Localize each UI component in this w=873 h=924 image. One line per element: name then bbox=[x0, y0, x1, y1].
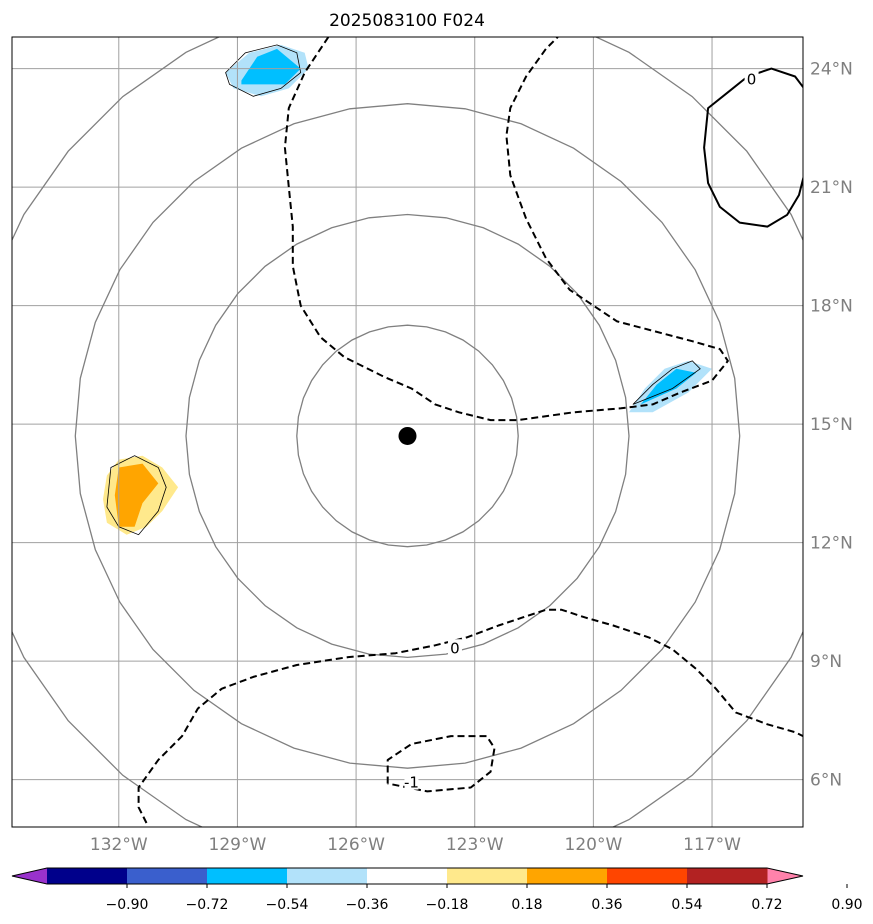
lat-tick-label-1: 21°N bbox=[810, 178, 853, 198]
colorbar-segment-1 bbox=[127, 868, 208, 884]
lon-tick-label-5: 117°W bbox=[683, 835, 741, 855]
range-ring-1 bbox=[185, 213, 630, 659]
lat-tick-label-4: 12°N bbox=[810, 534, 853, 554]
colorbar-tick-label-9: 0.90 bbox=[831, 897, 862, 913]
colorbar-extend-high bbox=[767, 868, 803, 884]
colorbar-tick-label-5: 0.18 bbox=[511, 897, 542, 913]
colorbar-segment-5 bbox=[447, 868, 528, 884]
contour-label-bg-2 bbox=[744, 70, 759, 87]
colorbar-segment-0 bbox=[47, 868, 128, 884]
colorbar-outline bbox=[11, 867, 804, 885]
colorbar-tick-label-2: −0.54 bbox=[266, 897, 309, 913]
map-frame bbox=[11, 36, 804, 828]
lon-tick-label-4: 120°W bbox=[565, 835, 623, 855]
colorbar-tick-label-1: −0.72 bbox=[186, 897, 229, 913]
contour-label-bg-0 bbox=[447, 639, 462, 656]
lon-tick-label-1: 129°W bbox=[209, 835, 267, 855]
range-ring-0 bbox=[296, 324, 519, 548]
lat-tick-label-6: 6°N bbox=[810, 771, 842, 791]
filled-region-1 bbox=[241, 48, 301, 85]
contour-label-0: 0 bbox=[450, 639, 460, 657]
colorbar-segment-2 bbox=[207, 868, 288, 884]
range-ring-2 bbox=[74, 103, 741, 769]
colorbar-segment-3 bbox=[287, 868, 368, 884]
colorbar-extend-low bbox=[12, 868, 47, 884]
chart-title: 2025083100 F024 bbox=[329, 11, 485, 31]
colorbar-tick-label-6: 0.36 bbox=[591, 897, 622, 913]
range-ring-3 bbox=[12, 37, 803, 827]
contour-line-1 bbox=[137, 608, 803, 824]
lon-tick-label-0: 132°W bbox=[90, 835, 148, 855]
lat-tick-label-0: 24°N bbox=[810, 60, 853, 80]
colorbar-segment-6 bbox=[527, 868, 608, 884]
colorbar: −0.90 −0.72 −0.54 −0.36 −0.18 0.18 0.36 0.54 0.7… bbox=[11, 867, 863, 913]
colorbar-segment-4 bbox=[367, 868, 448, 884]
region-outline-1 bbox=[632, 360, 701, 405]
lat-tick-label-3: 15°N bbox=[810, 415, 853, 435]
map-layer: 0 -1 0 bbox=[12, 37, 803, 827]
center-marker bbox=[398, 426, 417, 445]
colorbar-tick-label-8: 0.72 bbox=[751, 897, 782, 913]
colorbar-tick-label-7: 0.54 bbox=[671, 897, 702, 913]
contour-line-3 bbox=[703, 67, 803, 228]
colorbar-tick-label-3: −0.36 bbox=[346, 897, 389, 913]
contour-line-0 bbox=[283, 37, 729, 422]
contour-label-1: -1 bbox=[404, 774, 419, 792]
colorbar-segment-7 bbox=[607, 868, 688, 884]
axis-labels: 132°W 129°W 126°W 123°W 120°W 117°W 24°N 21°N 18… bbox=[90, 60, 853, 855]
colorbar-segment-8 bbox=[687, 868, 768, 884]
colorbar-tick-label-4: −0.18 bbox=[426, 897, 469, 913]
colorbar-tick-label-0: −0.90 bbox=[106, 897, 149, 913]
contour-label-bg-1 bbox=[404, 773, 419, 790]
lon-tick-label-3: 123°W bbox=[446, 835, 504, 855]
lat-tick-label-5: 9°N bbox=[810, 652, 842, 672]
contour-label-2: 0 bbox=[747, 70, 757, 88]
filled-region-5 bbox=[114, 463, 159, 527]
lon-tick-label-2: 126°W bbox=[327, 835, 385, 855]
lat-tick-label-2: 18°N bbox=[810, 297, 853, 317]
contour-line-2 bbox=[386, 735, 496, 793]
region-outline-2 bbox=[106, 455, 167, 536]
